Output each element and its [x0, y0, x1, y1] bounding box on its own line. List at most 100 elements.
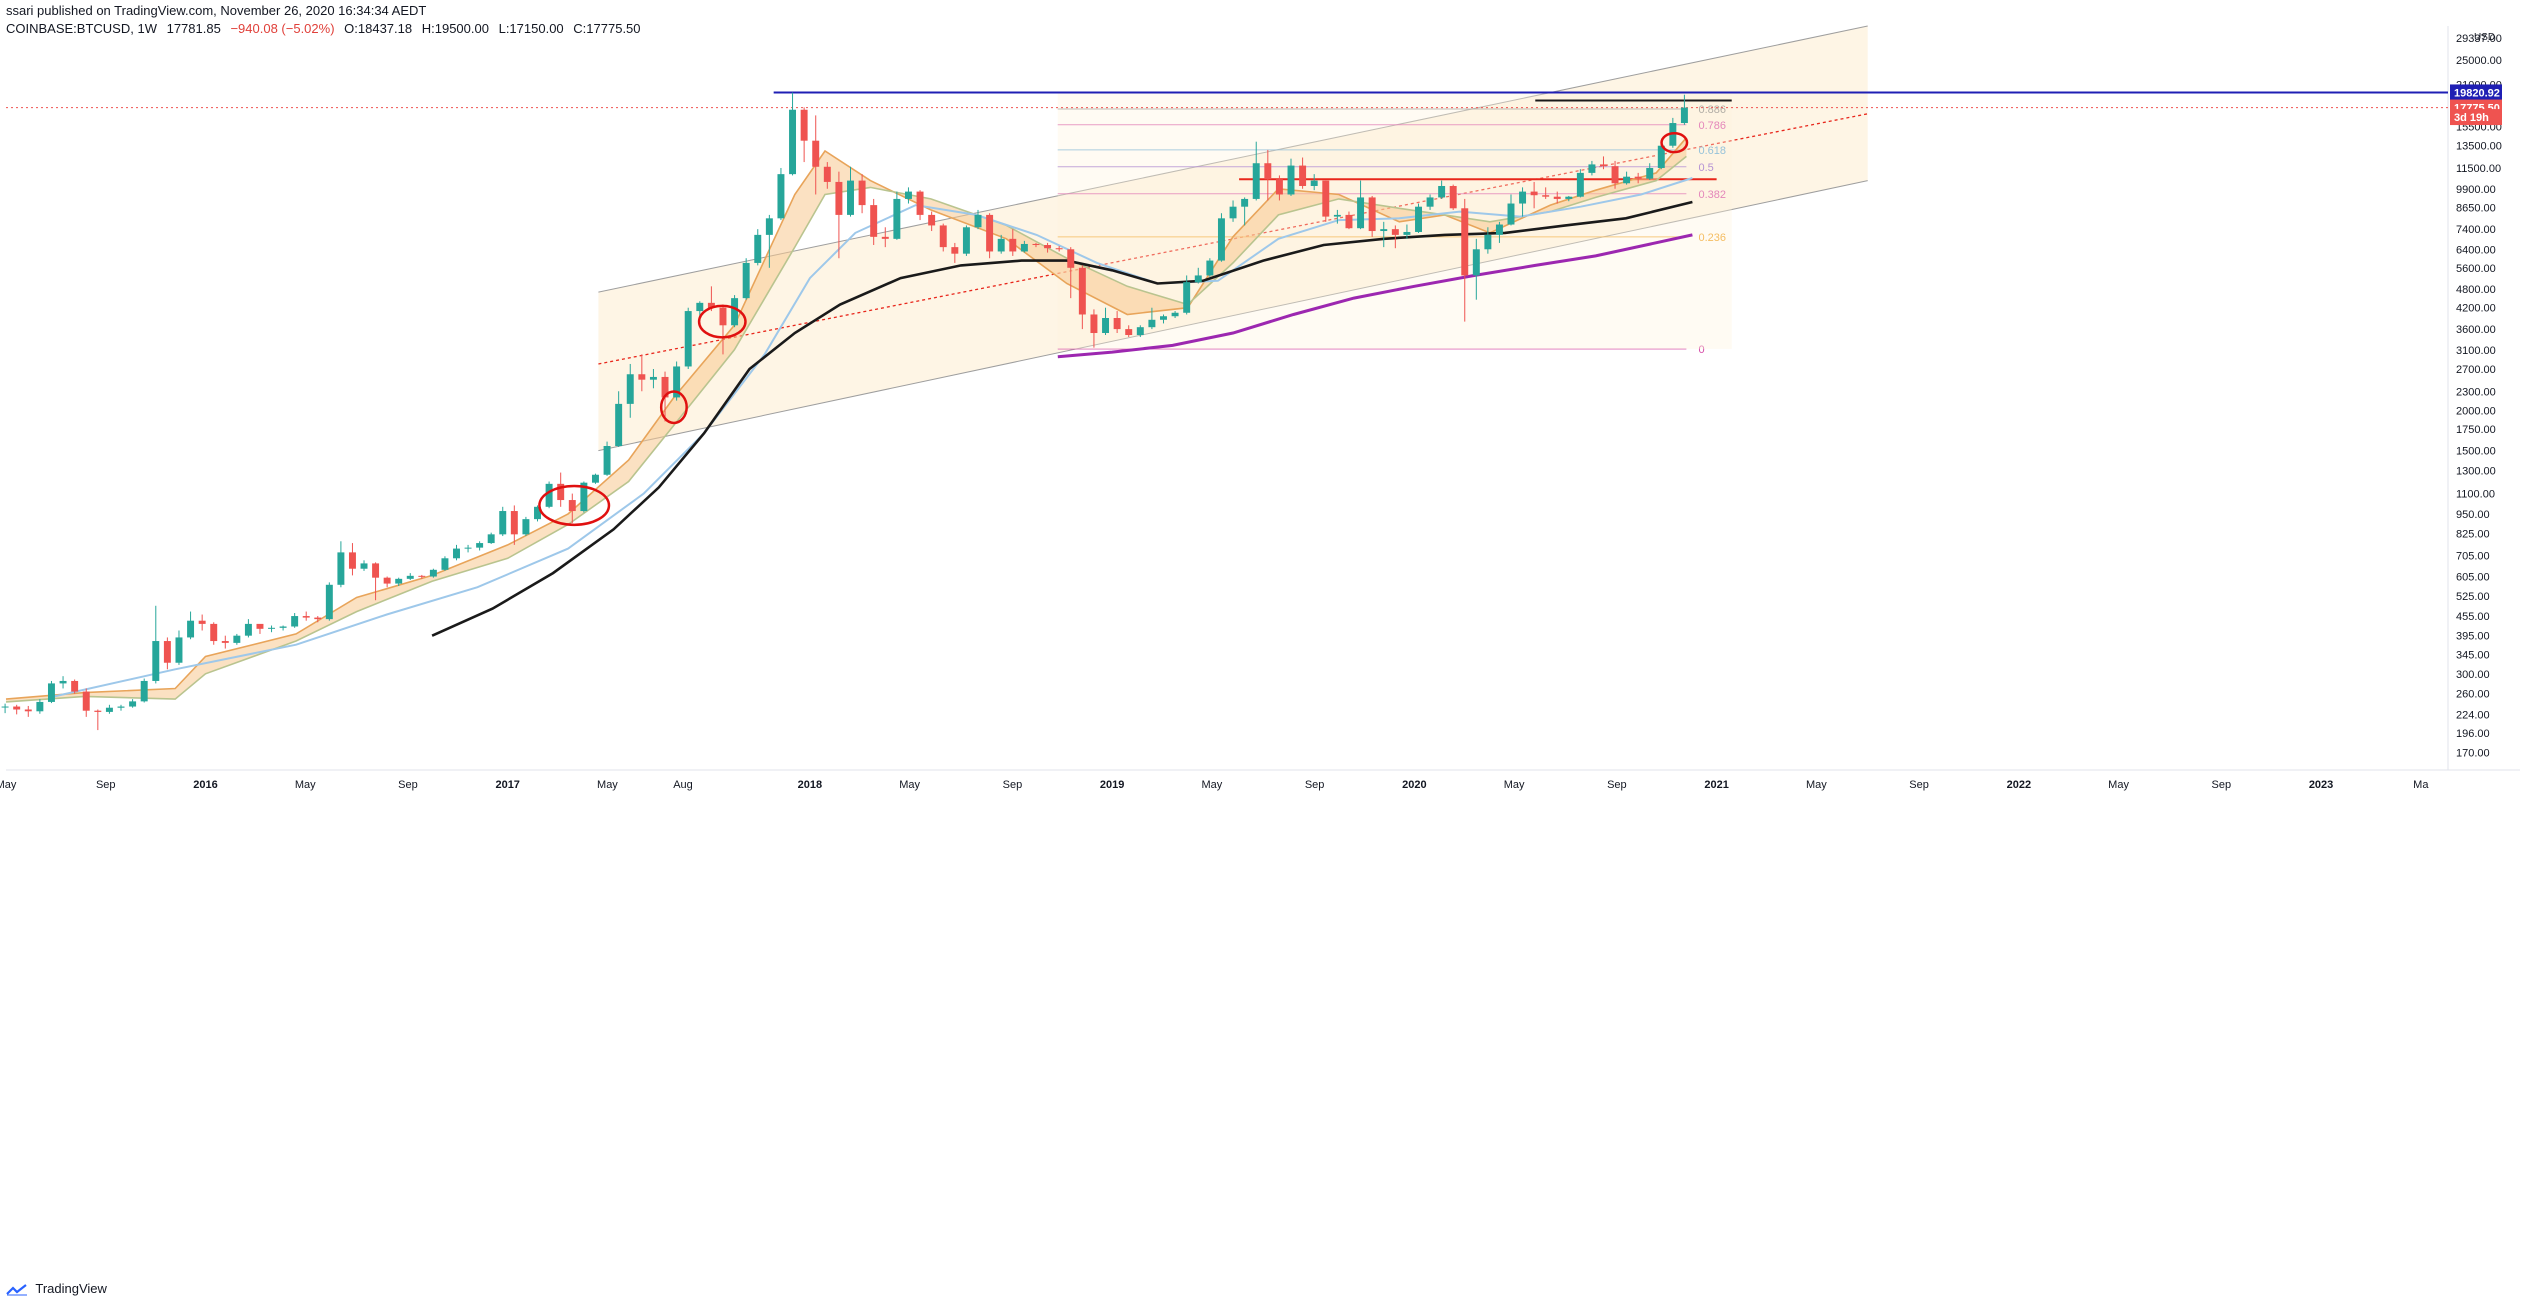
candle-body: [1217, 218, 1225, 261]
candle-body: [117, 706, 125, 708]
candle-body: [1148, 319, 1156, 328]
candle-body: [82, 691, 90, 711]
price-tick-label: 950.00: [2456, 509, 2490, 521]
candle-body: [418, 575, 426, 577]
candle-body: [36, 701, 44, 712]
fib-level-label: 0.5: [1698, 162, 1713, 174]
candle-body: [1646, 167, 1654, 179]
fib-level-label: 0.236: [1698, 232, 1726, 244]
time-tick-label: Sep: [1003, 779, 1023, 791]
candle-body: [1299, 165, 1307, 186]
candle-body: [187, 620, 195, 638]
annotation-ellipse: [697, 304, 747, 339]
ema-slow-line: [5, 155, 1687, 703]
candle-body: [1275, 179, 1283, 195]
candle-body: [244, 623, 252, 636]
candle-body: [348, 552, 356, 569]
price-tick-label: 8650.00: [2456, 202, 2496, 214]
candle-body: [1102, 317, 1110, 334]
time-tick-label: Sep: [1909, 779, 1929, 791]
candle-body: [406, 575, 414, 579]
price-tick-label: 2700.00: [2456, 364, 2496, 376]
candle-body: [441, 558, 449, 570]
candle-body: [962, 227, 970, 254]
candle-body: [268, 627, 276, 629]
candle-body: [1449, 185, 1457, 209]
candle-body: [105, 707, 113, 712]
time-tick-label: 2021: [1704, 779, 1728, 791]
symbol-info: COINBASE:BTCUSD, 1W 17781.85 −940.08 (−5…: [6, 20, 1406, 38]
price-tick-label: 9900.00: [2456, 184, 2496, 196]
candle-body: [557, 483, 565, 501]
candle-body: [1264, 163, 1272, 180]
candle-body: [1519, 191, 1527, 204]
candle-body: [568, 500, 576, 512]
candle-body: [429, 569, 437, 577]
price-tick-label: 13500.00: [2456, 141, 2502, 153]
time-tick-label: 2017: [495, 779, 519, 791]
price-tick-label: 4800.00: [2456, 284, 2496, 296]
chart-header: ssari published on TradingView.com, Nove…: [6, 2, 1406, 38]
price-tick-label: 29337.00: [2456, 33, 2502, 45]
candle-body: [847, 180, 854, 215]
candle-body: [1206, 260, 1214, 276]
candle-body: [1009, 238, 1017, 252]
candle-body: [858, 180, 866, 206]
candle-body: [997, 238, 1005, 252]
candle-body: [928, 214, 936, 226]
candle-body: [812, 140, 820, 167]
channel-lower-line: [598, 180, 1868, 452]
price-tick-label: 1100.00: [2456, 489, 2495, 501]
candle-body: [707, 302, 715, 308]
candle-body: [1078, 267, 1086, 315]
fib-level-label: 0.618: [1698, 145, 1726, 157]
candle-body: [1368, 197, 1376, 232]
price-change: −940.08 (−5.02%): [230, 21, 335, 36]
candle-body: [198, 620, 206, 624]
candle-body: [453, 548, 460, 559]
price-tick-label: 3600.00: [2456, 324, 2496, 336]
candle-body: [1576, 172, 1584, 197]
open-price: O:18437.18: [344, 21, 413, 36]
time-tick-label: May: [1806, 779, 1827, 791]
candle-body: [129, 701, 137, 707]
candle-body: [800, 109, 808, 141]
candle-body: [464, 547, 472, 549]
tradingview-logo-icon: [6, 1283, 27, 1296]
time-tick-label: May: [899, 779, 920, 791]
price-tick-label: 170.00: [2456, 748, 2490, 760]
price-tick-label: 196.00: [2456, 728, 2490, 740]
candle-body: [1067, 249, 1075, 268]
candle-body: [893, 198, 901, 239]
candle-body: [1113, 317, 1121, 330]
price-tick-label: 2300.00: [2456, 386, 2496, 398]
price-tick-label: 25000.00: [2456, 55, 2502, 67]
candle-body: [1345, 214, 1353, 229]
price-tick-label: 2000.00: [2456, 406, 2496, 418]
fib-level-label: 0.886: [1698, 104, 1726, 116]
time-tick-label: Sep: [398, 779, 418, 791]
candle-body: [1044, 245, 1052, 249]
price-label-text: 19820.92: [2454, 87, 2500, 99]
price-tick-label: 395.00: [2456, 631, 2490, 643]
time-tick-label: 2022: [2007, 779, 2031, 791]
candle-body: [1252, 163, 1260, 199]
candle-body: [974, 214, 982, 228]
candle-body: [210, 623, 218, 642]
candle-body: [476, 543, 484, 548]
candle-body: [951, 247, 959, 254]
candle-body: [1020, 243, 1028, 252]
candle-body: [499, 511, 507, 535]
candle-body: [59, 680, 67, 684]
candle-body: [986, 214, 994, 252]
candle-body: [1657, 145, 1665, 168]
candle-body: [823, 166, 831, 182]
candle-body: [603, 446, 611, 475]
candle-body: [1542, 195, 1550, 197]
candle-body: [1322, 180, 1330, 217]
candle-body: [372, 563, 380, 578]
low-price: L:17150.00: [498, 21, 564, 36]
candle-body: [291, 616, 299, 627]
price-tick-label: 3100.00: [2456, 345, 2496, 357]
